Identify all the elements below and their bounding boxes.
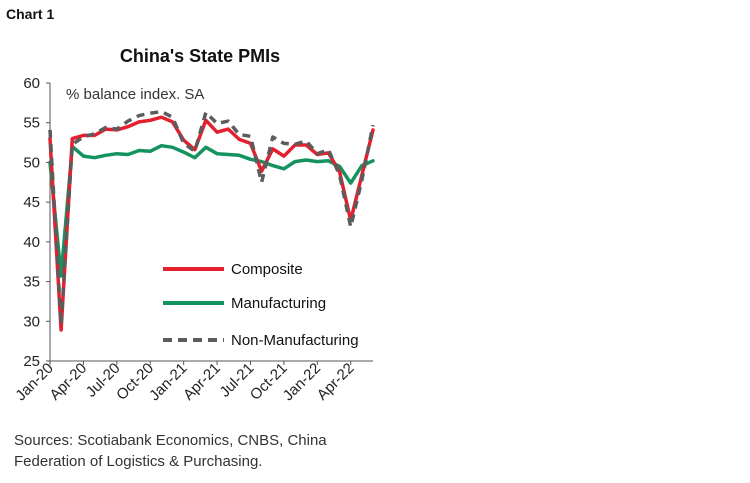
axes (49, 83, 373, 362)
y-tick-label: 35 (23, 274, 40, 291)
x-tick-label: Apr-20 (46, 360, 90, 404)
y-tick-label: 40 (23, 234, 40, 251)
y-tick-label: 45 (23, 194, 40, 211)
y-tick-label: 50 (23, 154, 40, 171)
sources-note: Sources: Scotiabank Economics, CNBS, Chi… (14, 432, 327, 470)
legend-label-non-manufacturing: Non-Manufacturing (231, 332, 359, 349)
pmi-line-chart: China's State PMIs % balance index. SA 2… (12, 46, 375, 404)
legend: Composite Manufacturing Non-Manufacturing (163, 261, 359, 349)
x-tick-label: Jan-21 (146, 360, 190, 404)
y-tick-label: 25 (23, 353, 40, 370)
units-label: % balance index. SA (66, 86, 204, 103)
x-tick-label: Apr-21 (180, 360, 224, 404)
x-tick-label: Apr-22 (314, 360, 358, 404)
x-tick-label: Jan-22 (280, 360, 324, 404)
series-line-non-manufacturing (48, 109, 375, 327)
series-lines (48, 109, 375, 332)
chart-title: China's State PMIs (120, 46, 280, 66)
y-tick-label: 60 (23, 75, 40, 92)
legend-label-composite: Composite (231, 261, 303, 278)
series-line-manufacturing (48, 143, 375, 278)
legend-label-manufacturing: Manufacturing (231, 295, 326, 312)
x-axis-ticks: Jan-20Apr-20Jul-20Oct-20Jan-21Apr-21Jul-… (12, 360, 357, 404)
y-axis-ticks: 25 30 35 40 45 50 55 60 (23, 75, 50, 370)
y-tick-label: 55 (23, 115, 40, 132)
y-tick-label: 30 (23, 313, 40, 330)
chart-label: Chart 1 (6, 6, 55, 22)
